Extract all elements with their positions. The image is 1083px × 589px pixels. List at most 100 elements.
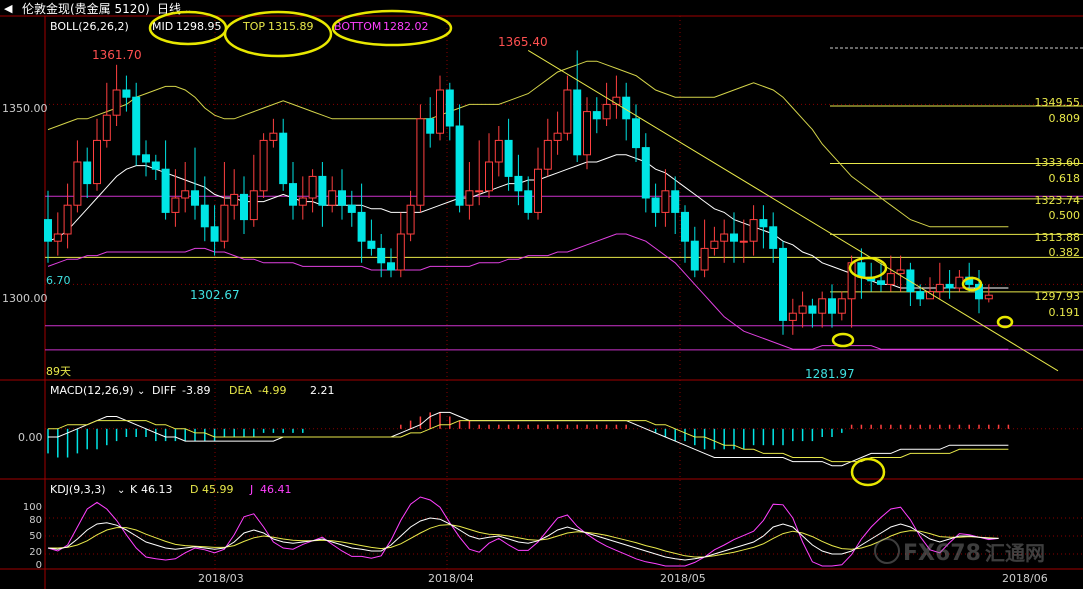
candle-body: [63, 204, 72, 235]
candle-body: [710, 240, 719, 249]
candle-body: [886, 273, 895, 285]
kdj-dropdown-icon[interactable]: ⌄: [117, 485, 125, 496]
highlight-ellipse: [331, 9, 453, 47]
candle-body: [681, 211, 689, 242]
candle-body: [543, 139, 552, 170]
left-value-label: 6.70: [46, 274, 71, 287]
watermark: FX678 汇通网: [874, 538, 1045, 566]
candle-body: [592, 111, 601, 120]
legend-bottom-value: 1282.02: [383, 20, 429, 33]
candle-body: [142, 154, 150, 163]
instrument-title: 伦敦金现(贵金属 5120): [22, 1, 150, 16]
candle-body: [112, 89, 121, 116]
low-label: 1281.97: [805, 367, 855, 381]
k-line: [47, 517, 999, 561]
candle-body: [338, 190, 346, 206]
legend-top-label: TOP: [242, 20, 265, 33]
legend-k-label: K: [130, 483, 138, 496]
days-label: 89天: [46, 365, 71, 378]
candle-body: [916, 291, 925, 300]
legend-dea-label: DEA: [229, 384, 252, 397]
candle-body: [720, 233, 729, 242]
kdj-label: KDJ(9,3,3): [50, 483, 106, 496]
candle-body: [416, 118, 425, 206]
watermark-logo-icon: [874, 538, 900, 564]
candle-body: [445, 89, 454, 127]
candle-body: [583, 111, 591, 156]
candle-body: [955, 276, 964, 289]
candle-body: [779, 247, 787, 321]
fib-ratio: 0.382: [1049, 246, 1081, 259]
candle-body: [553, 132, 562, 141]
candle-body: [53, 233, 62, 242]
candle-body: [906, 269, 915, 293]
candle-body: [563, 89, 572, 134]
fib-labels: 1349.55 0.809 1333.60 0.618 1323.74 0.50…: [1035, 96, 1081, 319]
candle-body: [837, 298, 846, 314]
candle-body: [984, 294, 993, 300]
candle-body: [328, 190, 337, 206]
candle-body: [632, 118, 640, 149]
trendline: [527, 49, 1059, 372]
header-arrow-icon[interactable]: ◀: [4, 2, 13, 15]
candle-body: [436, 89, 444, 134]
xtick-label: 2018/06: [1002, 572, 1048, 585]
xtick-label: 2018/04: [428, 572, 474, 585]
candle-body: [573, 89, 582, 156]
legend-macd-value: 2.21: [310, 384, 335, 397]
fib-ratio: 0.809: [1049, 112, 1081, 125]
candle-body: [161, 168, 170, 213]
candle-body: [808, 305, 817, 314]
candle-body: [455, 125, 464, 206]
fib-ratio: 0.618: [1049, 172, 1081, 185]
high-label: 1361.70: [92, 48, 142, 62]
candle-body: [798, 305, 807, 314]
candle-body: [102, 114, 111, 141]
ytick-label: 0: [36, 560, 42, 571]
legend-dea-value: -4.99: [258, 384, 286, 397]
j-line: [47, 496, 999, 567]
legend-diff-label: DIFF: [152, 384, 176, 397]
panel-frames: [0, 15, 1083, 589]
candle-body: [504, 139, 513, 177]
ytick-label: 1300.00: [2, 292, 48, 305]
legend-diff-value: -3.89: [182, 384, 210, 397]
watermark-brand: FX678: [903, 541, 981, 566]
fib-price: 1323.74: [1035, 194, 1081, 207]
candle-body: [935, 283, 944, 293]
macd-histogram: [47, 412, 1010, 458]
legend-top-value: 1315.89: [268, 20, 314, 33]
candle-body: [279, 132, 288, 185]
legend-j-value: 46.41: [260, 483, 292, 496]
candle-body: [730, 233, 738, 242]
candle-body: [651, 197, 660, 213]
candle-body: [269, 132, 278, 141]
fib-lines: [830, 47, 1083, 293]
candle-body: [475, 190, 484, 193]
highlight-ellipse: [961, 276, 983, 292]
candle-body: [975, 283, 983, 300]
candle-body: [122, 89, 131, 98]
candle-body: [945, 283, 954, 289]
candle-body: [749, 219, 758, 242]
window-header: ◀ 伦敦金现(贵金属 5120) 日线 ⌄: [4, 1, 192, 16]
dea-line: [48, 420, 1009, 463]
candle-body: [73, 161, 82, 206]
macd-dropdown-icon[interactable]: ⌄: [137, 386, 145, 397]
candle-body: [602, 103, 611, 120]
macd-legend: MACD(12,26,9) ⌄ DIFF -3.89 DEA -4.99 2.2…: [18, 384, 886, 487]
legend-mid-label: MID: [152, 20, 173, 33]
low-label: 1302.67: [190, 288, 240, 302]
candle-body: [857, 262, 866, 278]
kdj-legend: KDJ(9,3,3) ⌄ K 46.13 D 45.99 J 46.41 100…: [23, 483, 292, 571]
fib-price: 1349.55: [1035, 96, 1081, 109]
d-line: [48, 524, 999, 558]
macd-lines: [48, 411, 1009, 467]
candles[interactable]: [44, 50, 993, 335]
legend-k-value: 46.13: [141, 483, 173, 496]
legend-bottom-label: BOTTOM: [334, 20, 381, 33]
highlight-ellipse: [996, 315, 1014, 329]
period-dropdown-icon[interactable]: ⌄: [184, 5, 192, 16]
fib-ratio: 0.500: [1049, 209, 1081, 222]
